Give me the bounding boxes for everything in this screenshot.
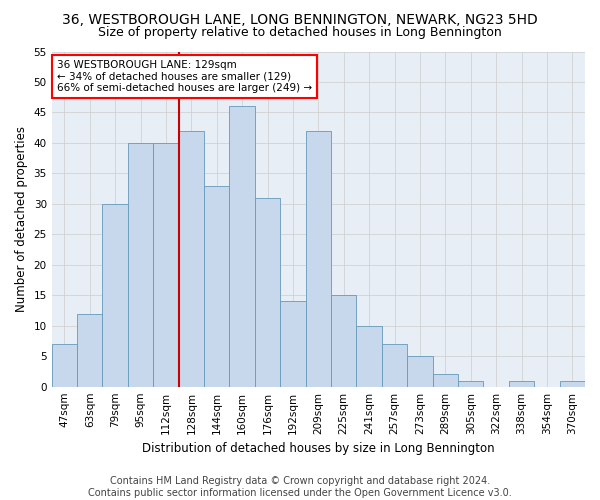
- Bar: [153, 143, 179, 386]
- X-axis label: Distribution of detached houses by size in Long Bennington: Distribution of detached houses by size …: [142, 442, 494, 455]
- Bar: [280, 302, 305, 386]
- Bar: [52, 344, 77, 387]
- Bar: [509, 380, 534, 386]
- Bar: [458, 380, 484, 386]
- Text: Contains HM Land Registry data © Crown copyright and database right 2024.
Contai: Contains HM Land Registry data © Crown c…: [88, 476, 512, 498]
- Bar: [433, 374, 458, 386]
- Bar: [407, 356, 433, 386]
- Bar: [356, 326, 382, 386]
- Bar: [331, 296, 356, 386]
- Bar: [128, 143, 153, 386]
- Text: 36, WESTBOROUGH LANE, LONG BENNINGTON, NEWARK, NG23 5HD: 36, WESTBOROUGH LANE, LONG BENNINGTON, N…: [62, 12, 538, 26]
- Bar: [382, 344, 407, 387]
- Bar: [204, 186, 229, 386]
- Bar: [255, 198, 280, 386]
- Text: Size of property relative to detached houses in Long Bennington: Size of property relative to detached ho…: [98, 26, 502, 39]
- Y-axis label: Number of detached properties: Number of detached properties: [15, 126, 28, 312]
- Bar: [560, 380, 585, 386]
- Bar: [229, 106, 255, 386]
- Bar: [103, 204, 128, 386]
- Bar: [77, 314, 103, 386]
- Text: 36 WESTBOROUGH LANE: 129sqm
← 34% of detached houses are smaller (129)
66% of se: 36 WESTBOROUGH LANE: 129sqm ← 34% of det…: [57, 60, 312, 93]
- Bar: [305, 130, 331, 386]
- Bar: [179, 130, 204, 386]
